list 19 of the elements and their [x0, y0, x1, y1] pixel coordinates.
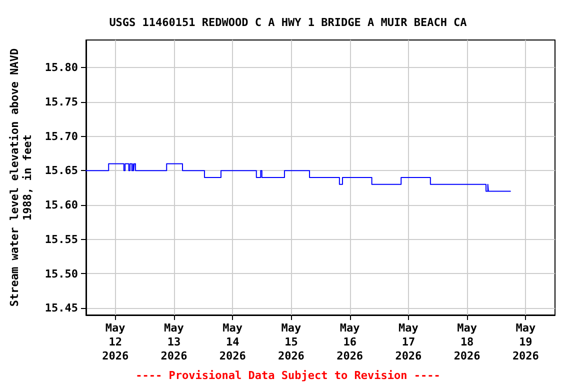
x-tick-label: May 14 2026 — [219, 322, 246, 362]
y-tick-label: 15.70 — [44, 130, 78, 143]
x-tick-label: May 17 2026 — [395, 322, 422, 362]
x-tick-label: May 12 2026 — [102, 322, 129, 362]
x-tick-label: May 13 2026 — [160, 322, 188, 362]
x-tick-label: May 18 2026 — [454, 322, 481, 362]
chart-title: USGS 11460151 REDWOOD C A HWY 1 BRIDGE A MUIR BEACH CA — [109, 16, 468, 29]
x-tick-label: May 15 2026 — [278, 322, 305, 362]
y-tick-label: 15.80 — [44, 61, 78, 74]
y-tick-label: 15.60 — [44, 198, 78, 212]
y-tick-label: 15.65 — [44, 164, 78, 178]
y-tick-label: 15.75 — [44, 95, 78, 108]
y-tick-label: 15.55 — [44, 232, 78, 246]
y-tick-label: 15.50 — [44, 267, 78, 280]
x-tick-label: May 16 2026 — [336, 322, 364, 362]
x-tick-label: May 19 2026 — [512, 322, 540, 362]
text: ---- Provisional Data Subject to Revision ---- — [136, 369, 440, 382]
y-tick-label: 15.45 — [44, 302, 78, 315]
y-axis-title: Stream water level elevation above NAVD 1988, in feet — [8, 48, 34, 307]
